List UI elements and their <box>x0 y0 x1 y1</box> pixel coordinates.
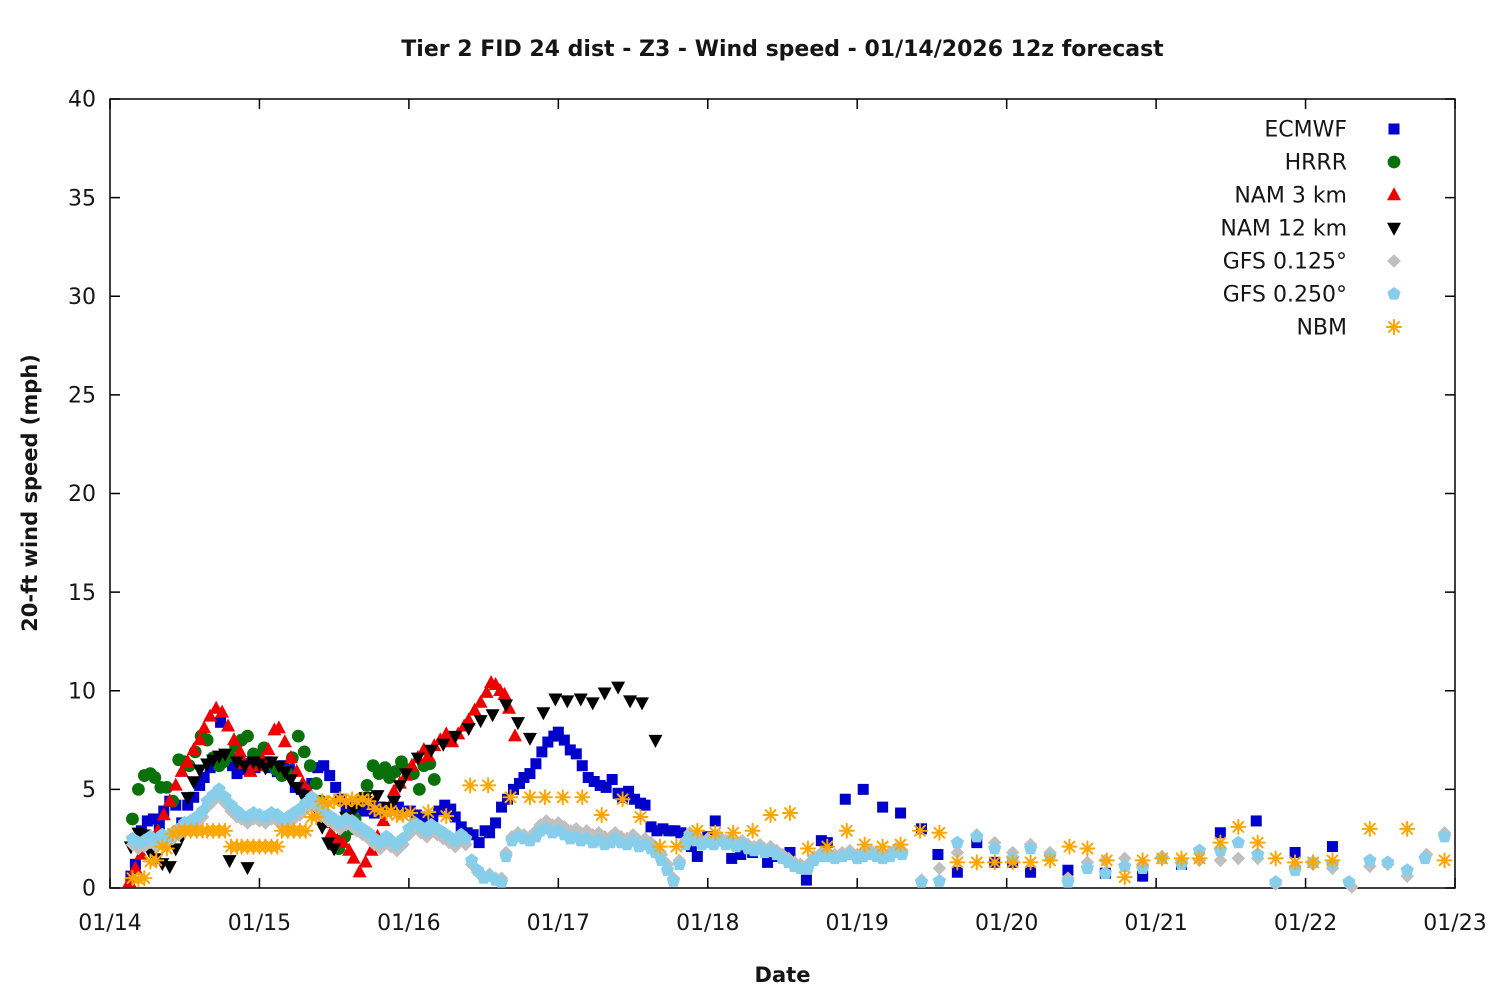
y-tick-label: 30 <box>68 285 96 310</box>
legend-marker-gfs-0-125-icon <box>1387 254 1401 268</box>
legend: ECMWF HRRR NAM 3 km NAM 12 km GFS 0.125° GFS … <box>1220 118 1402 341</box>
legend-entry-nbm: NBM <box>1296 316 1402 341</box>
legend-entry-nam-12-km: NAM 12 km <box>1220 217 1401 242</box>
legend-entry-ecmwf: ECMWF <box>1264 118 1400 143</box>
y-tick-label: 0 <box>82 877 96 902</box>
x-tick-label: 01/22 <box>1274 911 1337 936</box>
x-tick-label: 01/16 <box>377 911 440 936</box>
series-nam-3-km <box>122 675 522 888</box>
y-tick-label: 5 <box>82 778 96 803</box>
x-tick-label: 01/23 <box>1423 911 1486 936</box>
y-tick-label: 10 <box>68 679 96 704</box>
y-tick-label: 15 <box>68 581 96 606</box>
y-tick-label: 25 <box>68 384 96 409</box>
x-tick-label: 01/18 <box>676 911 739 936</box>
legend-marker-nam-12-km-icon <box>1387 222 1401 236</box>
x-tick-label: 01/20 <box>975 911 1038 936</box>
legend-entry-hrrr: HRRR <box>1285 151 1401 176</box>
legend-label-ecmwf: ECMWF <box>1264 118 1347 143</box>
legend-marker-ecmwf-icon <box>1388 123 1400 135</box>
x-axis-ticks: 01/14 01/15 01/16 01/17 01/18 01/19 01/20 01/21… <box>78 99 1487 936</box>
legend-label-nbm: NBM <box>1296 316 1347 341</box>
y-tick-label: 40 <box>68 88 96 113</box>
x-tick-label: 01/21 <box>1124 911 1187 936</box>
y-tick-label: 20 <box>68 482 96 507</box>
x-axis-title: Date <box>754 963 811 987</box>
legend-label-hrrr: HRRR <box>1285 151 1347 176</box>
legend-marker-hrrr-icon <box>1387 155 1401 169</box>
x-tick-label: 01/15 <box>228 911 291 936</box>
series-gfs-0-250 <box>125 782 1452 888</box>
y-tick-label: 35 <box>68 186 96 211</box>
x-tick-label: 01/14 <box>78 911 141 936</box>
legend-label-nam-3-km: NAM 3 km <box>1234 184 1347 209</box>
legend-label-gfs-0-125: GFS 0.125° <box>1223 250 1347 275</box>
series-nbm <box>124 777 1453 888</box>
x-tick-label: 01/19 <box>826 911 889 936</box>
y-axis-ticks: 0 5 10 15 20 25 30 35 40 <box>68 88 1455 902</box>
legend-marker-nbm-icon <box>1386 319 1402 335</box>
chart-title: Tier 2 FID 24 dist - Z3 - Wind speed - 0… <box>401 37 1164 62</box>
legend-entry-gfs-0-250: GFS 0.250° <box>1223 283 1401 308</box>
legend-entry-gfs-0-125: GFS 0.125° <box>1223 250 1401 275</box>
legend-entry-nam-3-km: NAM 3 km <box>1234 184 1401 209</box>
legend-label-nam-12-km: NAM 12 km <box>1220 217 1347 242</box>
legend-marker-nam-3-km-icon <box>1387 187 1401 201</box>
legend-marker-gfs-0-250-icon <box>1387 287 1401 300</box>
x-tick-label: 01/17 <box>527 911 590 936</box>
legend-label-gfs-0-250: GFS 0.250° <box>1223 283 1347 308</box>
